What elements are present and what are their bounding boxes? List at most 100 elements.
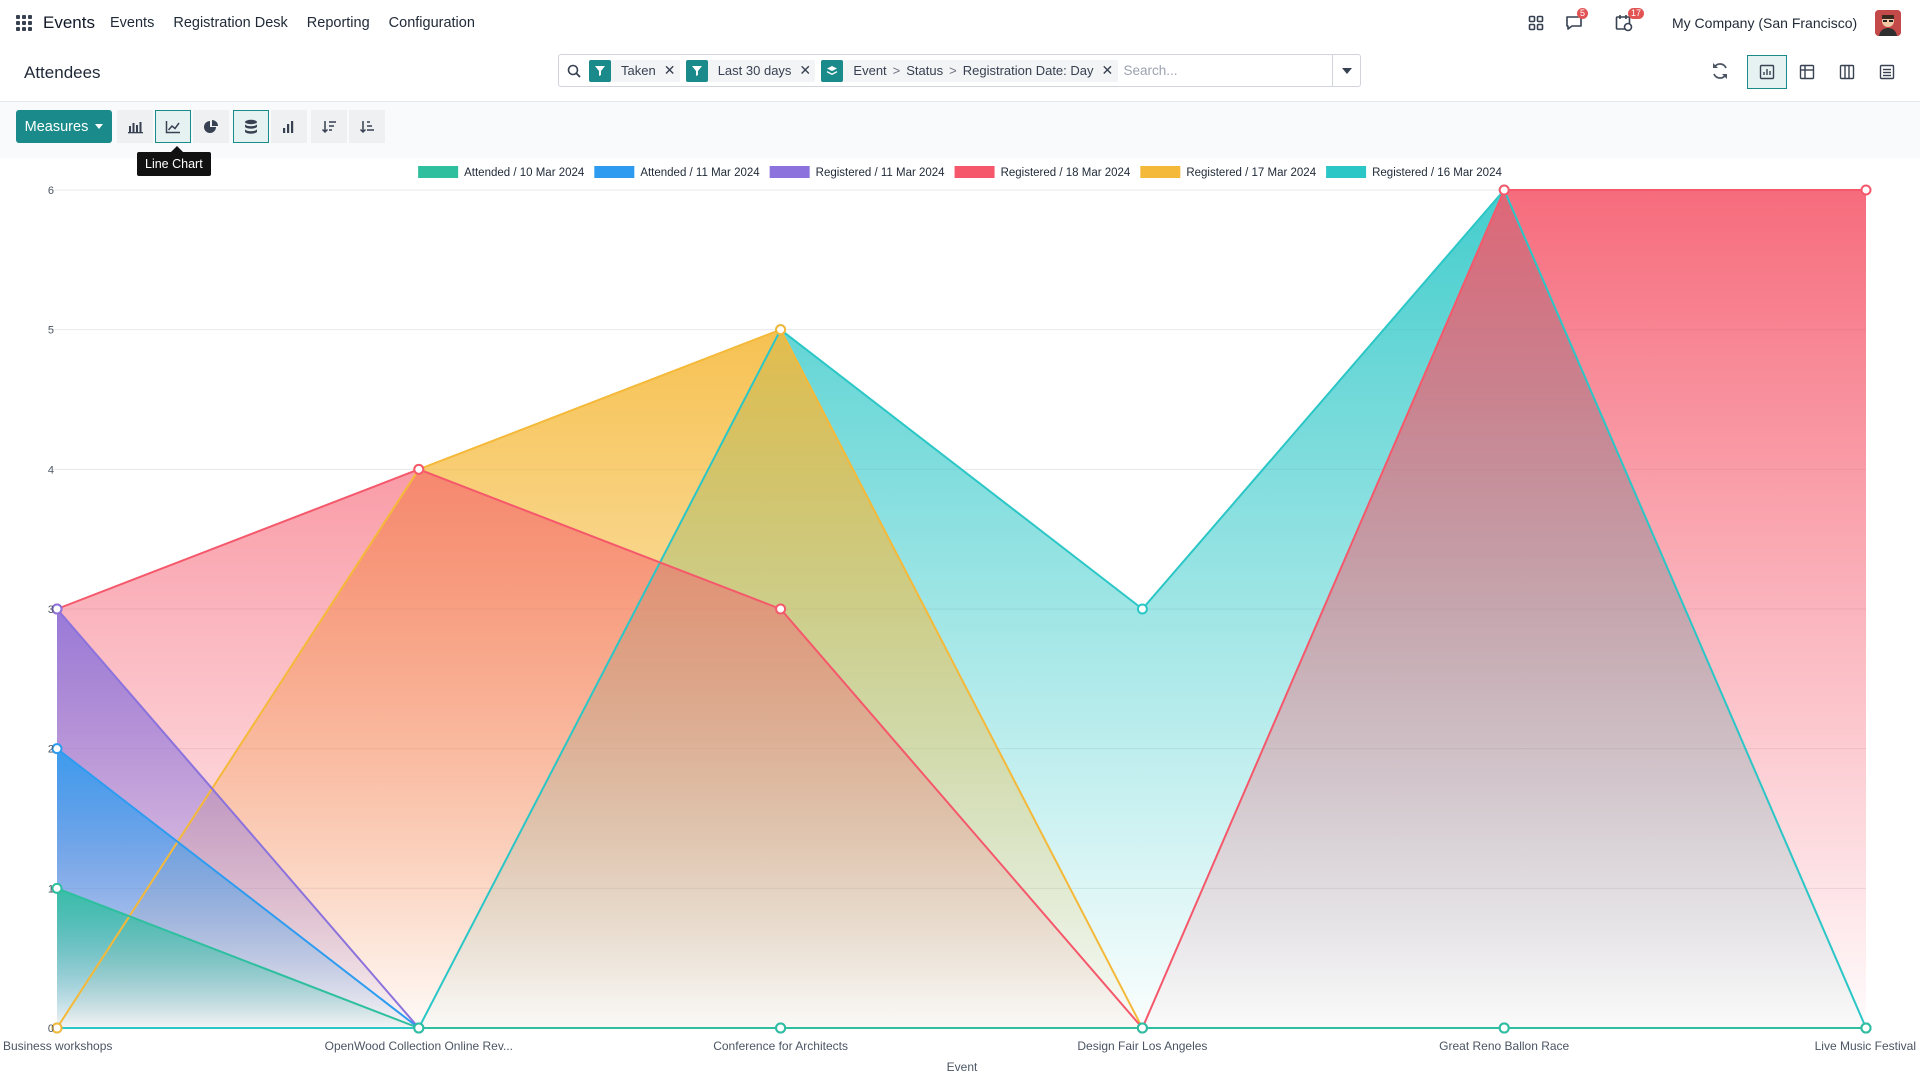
chart-points bbox=[51, 184, 1872, 1034]
data-point[interactable] bbox=[51, 603, 63, 615]
x-tick-label: OpenWood Collection Online Rev... bbox=[325, 1039, 513, 1053]
activities-icon[interactable]: 17 bbox=[1614, 8, 1645, 33]
apps-menu-icon[interactable] bbox=[16, 15, 32, 31]
graph-area: 0 1 2 3 4 5 6 Business workshops OpenWood Collec… bbox=[0, 158, 1920, 1080]
series-line bbox=[56, 887, 1866, 1029]
legend-label: Attended / 11 Mar 2024 bbox=[640, 167, 760, 179]
bar-chart-icon bbox=[128, 121, 143, 133]
sort-ascending-icon bbox=[359, 120, 374, 133]
menu-item-reporting[interactable]: Reporting bbox=[306, 15, 370, 31]
stacked-button[interactable] bbox=[233, 110, 269, 143]
group-by-facet: Event > Status > Registration Date: Day ✕ bbox=[821, 59, 1118, 82]
sort-ascending-button[interactable] bbox=[349, 110, 385, 143]
data-point[interactable] bbox=[413, 463, 425, 475]
activities-badge: 17 bbox=[1628, 8, 1645, 19]
legend-item[interactable]: Attended / 11 Mar 2024 bbox=[594, 166, 760, 179]
x-tick-label: Live Music Festival bbox=[1815, 1039, 1916, 1053]
facet-label: Taken bbox=[621, 63, 656, 78]
app-name[interactable]: Events bbox=[43, 13, 95, 32]
remove-facet-close-icon[interactable]: ✕ bbox=[663, 62, 676, 78]
search-options-toggle[interactable] bbox=[1332, 55, 1360, 86]
sort-descending-button[interactable] bbox=[311, 110, 347, 143]
list-view-icon bbox=[1879, 64, 1895, 80]
control-panel: Attendees Taken ✕ Last 30 days ✕ Event > S… bbox=[0, 46, 1920, 102]
x-tick-label: Great Reno Ballon Race bbox=[1439, 1039, 1569, 1053]
data-point[interactable] bbox=[51, 1022, 63, 1034]
legend-item[interactable]: Registered / 17 Mar 2024 bbox=[1140, 166, 1317, 179]
legend-swatch bbox=[418, 166, 459, 178]
legend-label: Registered / 16 Mar 2024 bbox=[1372, 167, 1502, 179]
measures-label: Measures bbox=[24, 118, 89, 135]
group-by-part-event: Event bbox=[853, 63, 887, 78]
search-icon[interactable] bbox=[559, 55, 589, 86]
caret-down-icon bbox=[95, 124, 104, 129]
messages-icon[interactable]: 5 bbox=[1564, 8, 1589, 33]
legend-label: Attended / 10 Mar 2024 bbox=[464, 167, 585, 179]
legend-label: Registered / 11 Mar 2024 bbox=[816, 167, 946, 179]
legend-item[interactable]: Registered / 16 Mar 2024 bbox=[1326, 166, 1502, 179]
menu-item-configuration[interactable]: Configuration bbox=[388, 15, 475, 31]
group-by-separator: > bbox=[949, 63, 957, 78]
data-point[interactable] bbox=[51, 743, 63, 755]
remove-facet-close-icon[interactable]: ✕ bbox=[1101, 62, 1114, 78]
graph-view-button[interactable] bbox=[1747, 55, 1787, 89]
data-point[interactable] bbox=[775, 1022, 787, 1034]
company-switcher[interactable]: My Company (San Francisco) bbox=[1672, 15, 1858, 31]
legend-label: Registered / 17 Mar 2024 bbox=[1186, 167, 1316, 179]
search-input[interactable] bbox=[1123, 55, 1332, 86]
list-view-button[interactable] bbox=[1867, 55, 1907, 89]
data-point[interactable] bbox=[51, 882, 63, 894]
line-chart-tooltip: Line Chart bbox=[137, 146, 211, 176]
data-point[interactable] bbox=[1860, 1022, 1872, 1034]
menu-item-registration-desk[interactable]: Registration Desk bbox=[173, 15, 288, 31]
filter-facet-last-30-days: Last 30 days ✕ bbox=[685, 59, 816, 82]
group-by-icon bbox=[821, 59, 844, 82]
data-point[interactable] bbox=[1136, 1022, 1148, 1034]
series-line bbox=[56, 189, 1866, 1029]
cumulative-button[interactable] bbox=[271, 110, 307, 143]
y-tick-label: 6 bbox=[48, 185, 54, 197]
group-by-part-registration-date: Registration Date: Day bbox=[962, 63, 1094, 78]
line-chart-button[interactable] bbox=[155, 110, 191, 143]
filter-facet-taken: Taken ✕ bbox=[589, 59, 680, 82]
pivot-view-icon bbox=[1799, 64, 1815, 80]
x-tick-label: Design Fair Los Angeles bbox=[1077, 1039, 1207, 1053]
kanban-view-icon bbox=[1839, 64, 1855, 80]
measures-dropdown-button[interactable]: Measures bbox=[16, 110, 112, 143]
data-point[interactable] bbox=[1136, 603, 1148, 615]
search-bar: Taken ✕ Last 30 days ✕ Event > Status > Regi… bbox=[558, 54, 1361, 87]
y-tick-label: 2 bbox=[48, 744, 54, 756]
data-point[interactable] bbox=[1498, 184, 1510, 196]
data-point[interactable] bbox=[775, 324, 787, 336]
legend-item[interactable]: Registered / 11 Mar 2024 bbox=[769, 166, 946, 179]
legend-item[interactable]: Registered / 18 Mar 2024 bbox=[954, 166, 1131, 179]
main-menu: Events Registration Desk Reporting Confi… bbox=[110, 15, 494, 31]
user-avatar[interactable] bbox=[1875, 10, 1901, 36]
remove-facet-close-icon[interactable]: ✕ bbox=[799, 62, 812, 78]
legend-item[interactable]: Attended / 10 Mar 2024 bbox=[418, 166, 585, 179]
line-chart: 0 1 2 3 4 5 6 Business workshops OpenWood Collec… bbox=[3, 166, 1916, 1074]
series-area bbox=[57, 888, 1866, 1028]
graph-toolbar: Measures bbox=[0, 102, 1920, 158]
refresh-icon[interactable] bbox=[1709, 60, 1731, 82]
data-point[interactable] bbox=[1860, 184, 1872, 196]
legend-label: Registered / 18 Mar 2024 bbox=[1001, 167, 1131, 179]
group-by-part-status: Status bbox=[906, 63, 944, 78]
filter-icon bbox=[685, 59, 708, 82]
caret-down-icon bbox=[1341, 67, 1352, 74]
data-point[interactable] bbox=[413, 1022, 425, 1034]
menu-item-events[interactable]: Events bbox=[110, 15, 155, 31]
pivot-view-button[interactable] bbox=[1787, 55, 1827, 89]
x-tick-label: Conference for Architects bbox=[713, 1039, 848, 1053]
bar-chart-button[interactable] bbox=[117, 110, 153, 143]
facet-label: Last 30 days bbox=[717, 63, 792, 78]
data-point[interactable] bbox=[1498, 1022, 1510, 1034]
kanban-view-button[interactable] bbox=[1827, 55, 1867, 89]
switch-app-icon[interactable] bbox=[1526, 13, 1546, 33]
x-tick-label: Business workshops bbox=[3, 1039, 112, 1053]
y-tick-label: 4 bbox=[48, 464, 54, 476]
messages-badge: 5 bbox=[1577, 8, 1589, 19]
data-point[interactable] bbox=[775, 603, 787, 615]
pie-chart-button[interactable] bbox=[193, 110, 229, 143]
chart-legend: Attended / 10 Mar 2024 Attended / 11 Mar … bbox=[418, 166, 1502, 179]
